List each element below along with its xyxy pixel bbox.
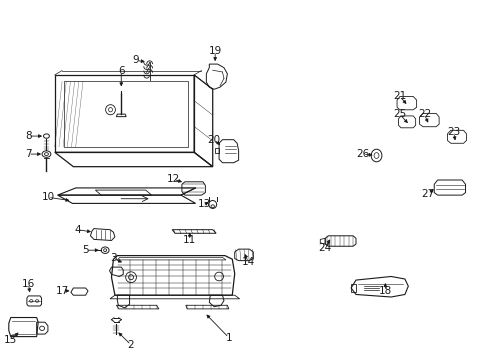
Text: 7: 7 <box>25 149 32 159</box>
Text: 19: 19 <box>208 46 222 56</box>
Text: 15: 15 <box>4 335 18 345</box>
Text: 26: 26 <box>355 149 369 159</box>
Text: 10: 10 <box>41 192 54 202</box>
Text: 4: 4 <box>74 225 81 235</box>
Text: 20: 20 <box>207 135 220 145</box>
Text: 25: 25 <box>392 109 406 120</box>
Text: 14: 14 <box>241 257 255 267</box>
Text: 18: 18 <box>378 286 391 296</box>
Text: 22: 22 <box>417 109 430 120</box>
Text: 24: 24 <box>318 243 331 253</box>
Text: 6: 6 <box>118 66 124 76</box>
Text: 21: 21 <box>392 91 406 102</box>
Text: 11: 11 <box>183 235 196 246</box>
Text: 9: 9 <box>132 55 139 66</box>
Text: 8: 8 <box>25 131 32 141</box>
Text: 5: 5 <box>82 245 89 255</box>
Text: 17: 17 <box>56 286 69 296</box>
Text: 2: 2 <box>127 340 134 350</box>
Text: 16: 16 <box>21 279 35 289</box>
Text: 12: 12 <box>166 174 180 184</box>
Text: 27: 27 <box>420 189 434 199</box>
Text: 1: 1 <box>225 333 232 343</box>
Text: 23: 23 <box>446 127 460 138</box>
Text: 13: 13 <box>197 199 211 210</box>
Text: 3: 3 <box>110 253 117 264</box>
